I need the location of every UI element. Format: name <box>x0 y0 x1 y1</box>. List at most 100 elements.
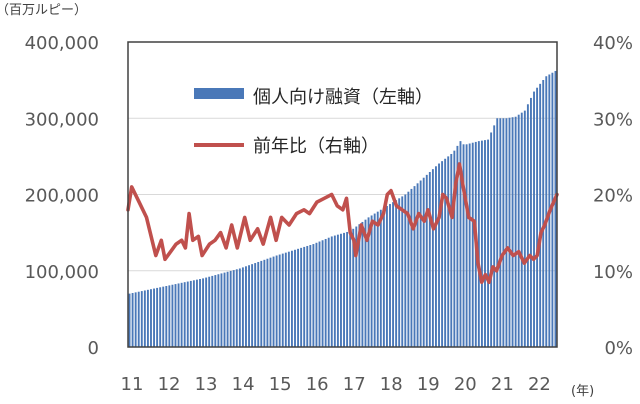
bar <box>511 117 514 347</box>
bar <box>462 144 465 347</box>
bar <box>241 267 244 347</box>
bar <box>143 290 146 347</box>
bar <box>217 274 220 347</box>
right-axis-tick-label: 10% <box>593 262 633 283</box>
bar <box>431 169 434 347</box>
right-axis-tick-label: 20% <box>593 186 633 207</box>
legend-bar-swatch <box>194 88 244 99</box>
bar <box>533 91 535 347</box>
bar <box>456 145 459 347</box>
bar <box>306 245 309 347</box>
bar <box>318 241 321 347</box>
bar <box>303 246 306 347</box>
bar <box>165 286 168 347</box>
x-axis-tick-label: 15 <box>269 374 292 395</box>
bar <box>275 255 278 347</box>
bar <box>137 291 140 347</box>
bar <box>428 172 431 347</box>
line-series <box>126 162 559 285</box>
left-axis-tick-label: 100,000 <box>25 262 99 283</box>
bar <box>168 285 171 347</box>
bar <box>346 231 349 347</box>
bar <box>211 275 214 347</box>
bar <box>505 118 508 347</box>
x-axis-ticks: 11 12 13 14 15 16 17 18 19 20 21 22 <box>121 374 551 395</box>
x-axis-tick-label: 13 <box>195 374 218 395</box>
x-axis-tick-label: 12 <box>158 374 181 395</box>
bar <box>554 70 557 347</box>
bar <box>199 279 201 347</box>
bar <box>159 287 162 347</box>
bar <box>471 142 474 347</box>
bar <box>352 228 355 347</box>
x-axis-tick-label: 11 <box>121 374 144 395</box>
bar <box>223 272 226 347</box>
bar <box>324 238 327 347</box>
bar <box>480 140 483 347</box>
x-axis-tick-label: 18 <box>380 374 403 395</box>
legend-bar-label: 個人向け融資（左軸） <box>253 87 433 108</box>
bar <box>502 118 505 347</box>
bar <box>330 236 333 347</box>
left-axis-tick-label: 400,000 <box>25 33 99 54</box>
left-axis-tick-label: 200,000 <box>25 186 99 207</box>
bar <box>229 270 232 347</box>
bar <box>278 254 281 347</box>
bar <box>419 180 422 347</box>
bar <box>398 198 401 347</box>
bar <box>174 284 177 347</box>
left-axis-unit-label: （百万ルピー） <box>0 3 87 18</box>
bar <box>401 196 404 347</box>
left-axis-tick-label: 300,000 <box>25 109 99 130</box>
bar <box>444 158 447 347</box>
bar <box>290 250 293 347</box>
bar <box>171 284 174 347</box>
bar <box>235 269 238 347</box>
x-axis-tick-label: 19 <box>417 374 440 395</box>
right-axis-tick-label: 0% <box>604 338 633 359</box>
x-axis-tick-label: 17 <box>343 374 366 395</box>
bar <box>162 286 165 347</box>
bar <box>232 270 235 347</box>
bar <box>321 240 324 347</box>
bar <box>208 276 211 347</box>
bar <box>410 188 413 347</box>
bar <box>422 177 425 347</box>
bar <box>183 282 186 347</box>
bar <box>128 293 131 347</box>
bar <box>526 104 529 347</box>
bar <box>156 287 159 347</box>
right-axis-tick-label: 40% <box>593 33 633 54</box>
bar <box>336 234 339 347</box>
x-axis-unit-label: (年) <box>571 384 594 399</box>
bar <box>340 233 342 347</box>
bar <box>287 251 290 347</box>
bar-series <box>128 70 557 348</box>
bar <box>385 205 388 347</box>
bar <box>294 249 296 347</box>
x-axis-tick-label: 21 <box>491 374 514 395</box>
bar <box>134 292 137 347</box>
bar <box>202 278 205 347</box>
bar <box>389 204 391 347</box>
bar <box>530 97 532 348</box>
bar <box>140 291 143 347</box>
x-axis-tick-label: 16 <box>306 374 329 395</box>
bar <box>214 275 217 347</box>
bar <box>407 191 410 347</box>
bar <box>404 194 407 347</box>
bar <box>297 248 300 347</box>
bar <box>312 244 315 347</box>
bar <box>266 258 269 347</box>
bar <box>477 141 480 347</box>
bar <box>376 211 379 347</box>
x-axis-tick-label: 22 <box>528 374 551 395</box>
plot-frame <box>127 41 558 348</box>
bar <box>370 215 373 347</box>
bar <box>545 76 548 348</box>
bar <box>542 80 545 348</box>
bar <box>435 166 437 347</box>
bar <box>315 242 318 347</box>
bar <box>131 292 134 347</box>
